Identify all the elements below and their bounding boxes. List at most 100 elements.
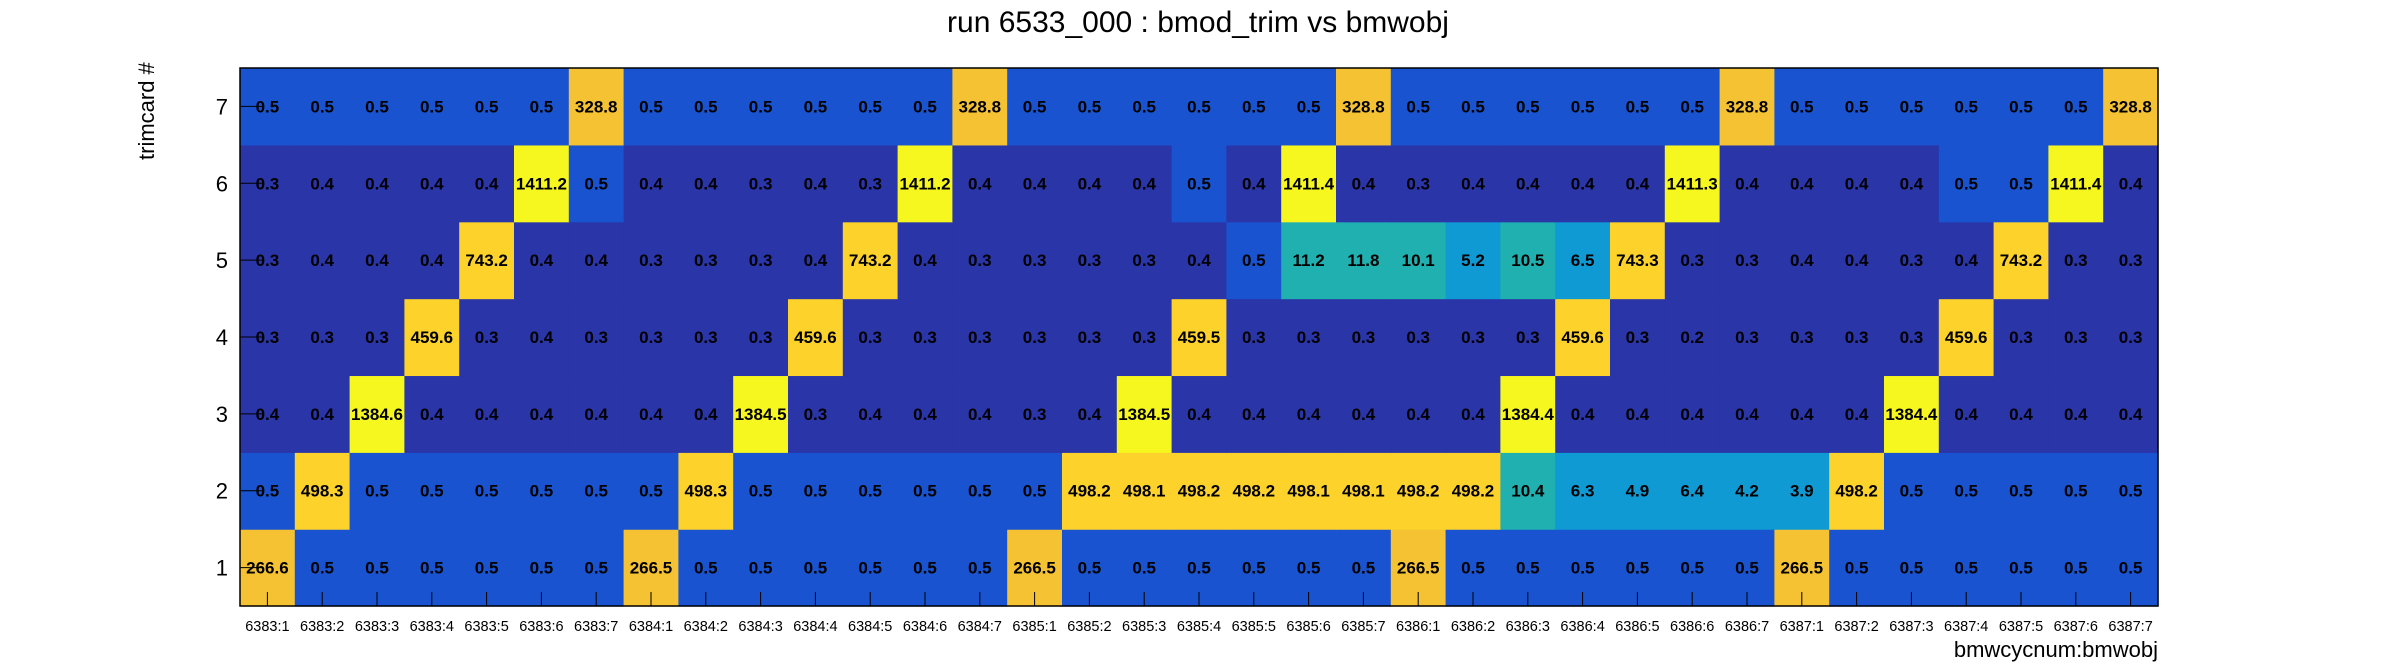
x-tick-label: 6383:1 bbox=[245, 619, 289, 635]
heatmap-cell bbox=[733, 144, 789, 223]
cell-value-label: 459.6 bbox=[411, 328, 454, 347]
cell-value-label: 0.5 bbox=[475, 482, 499, 501]
cell-value-label: 0.4 bbox=[1187, 251, 1211, 270]
cell-value-label: 0.3 bbox=[256, 174, 280, 193]
heatmap-cell bbox=[733, 68, 789, 146]
heatmap-cell bbox=[459, 452, 515, 530]
cell-value-label: 0.5 bbox=[749, 97, 773, 116]
cell-value-label: 0.3 bbox=[749, 328, 773, 347]
cell-value-label: 0.5 bbox=[968, 559, 992, 578]
heatmap-cell bbox=[2103, 452, 2159, 530]
cell-value-label: 0.4 bbox=[1078, 405, 1102, 424]
heatmap-cell bbox=[404, 298, 460, 377]
cell-value-label: 0.2 bbox=[1680, 328, 1704, 347]
cell-value-label: 0.4 bbox=[1297, 405, 1321, 424]
heatmap-cell bbox=[1610, 221, 1666, 300]
heatmap-cell bbox=[1938, 452, 1995, 530]
heatmap-cell bbox=[1610, 298, 1666, 377]
cell-value-label: 459.5 bbox=[1178, 328, 1221, 347]
heatmap-cell bbox=[1336, 375, 1392, 453]
heatmap-cell bbox=[1774, 375, 1830, 453]
cell-value-label: 0.4 bbox=[1187, 405, 1211, 424]
heatmap-cell bbox=[1445, 221, 1501, 300]
heatmap-cell bbox=[1719, 221, 1775, 300]
heatmap-cell bbox=[294, 375, 351, 453]
cell-value-label: 0.5 bbox=[1078, 97, 1102, 116]
heatmap-cell bbox=[1226, 68, 1282, 146]
cell-value-label: 0.5 bbox=[2064, 482, 2088, 501]
cell-value-label: 0.5 bbox=[1132, 559, 1156, 578]
cell-value-label: 0.3 bbox=[1900, 251, 1924, 270]
cell-value-label: 0.3 bbox=[2009, 328, 2033, 347]
heatmap-cell bbox=[514, 375, 570, 453]
x-tick-label: 6385:2 bbox=[1067, 619, 1111, 635]
heatmap-cell bbox=[1774, 68, 1830, 146]
cell-value-label: 1384.4 bbox=[1502, 405, 1555, 424]
heatmap-cell bbox=[1062, 221, 1118, 300]
cell-value-label: 0.5 bbox=[858, 482, 882, 501]
x-tick-label: 6386:1 bbox=[1396, 619, 1440, 635]
cell-value-label: 0.5 bbox=[968, 482, 992, 501]
cell-value-label: 0.5 bbox=[310, 559, 334, 578]
x-tick-label: 6384:3 bbox=[738, 619, 782, 635]
heatmap-cell bbox=[788, 68, 844, 146]
cell-value-label: 0.5 bbox=[1187, 559, 1211, 578]
heatmap-cell bbox=[1938, 144, 1995, 223]
cell-value-label: 0.5 bbox=[1790, 97, 1814, 116]
heatmap-cell bbox=[1171, 452, 1227, 530]
cell-value-label: 0.4 bbox=[530, 405, 554, 424]
heatmap-cell bbox=[1884, 375, 1940, 453]
cell-value-label: 0.3 bbox=[1023, 328, 1047, 347]
heatmap-cell bbox=[1281, 298, 1337, 377]
cell-value-label: 498.1 bbox=[1287, 482, 1330, 501]
x-tick-label: 6386:5 bbox=[1615, 619, 1659, 635]
cell-value-label: 0.5 bbox=[2119, 559, 2143, 578]
cell-value-label: 0.4 bbox=[310, 405, 334, 424]
cell-value-label: 328.8 bbox=[1726, 97, 1769, 116]
cell-value-label: 11.2 bbox=[1293, 251, 1325, 270]
heatmap-cell bbox=[568, 375, 625, 453]
heatmap-cell bbox=[1500, 452, 1556, 530]
cell-value-label: 0.5 bbox=[1626, 97, 1650, 116]
heatmap-cell bbox=[733, 221, 789, 300]
cell-value-label: 0.4 bbox=[584, 251, 608, 270]
heatmap-cell bbox=[1993, 375, 2049, 453]
x-tick-label: 6383:3 bbox=[355, 619, 399, 635]
heatmap-cell bbox=[2103, 221, 2159, 300]
cell-value-label: 0.5 bbox=[639, 482, 663, 501]
heatmap-cell bbox=[1610, 68, 1666, 146]
heatmap-cell bbox=[1171, 298, 1227, 377]
x-tick-label: 6386:3 bbox=[1506, 619, 1550, 635]
cell-value-label: 0.5 bbox=[694, 97, 718, 116]
cell-value-label: 0.5 bbox=[1680, 97, 1704, 116]
heatmap-cell bbox=[459, 375, 515, 453]
heatmap-cell bbox=[1993, 144, 2049, 223]
cell-value-label: 459.6 bbox=[1945, 328, 1988, 347]
cell-value-label: 0.4 bbox=[365, 251, 389, 270]
x-tick-label: 6385:1 bbox=[1012, 619, 1056, 635]
heatmap-cell bbox=[1445, 452, 1501, 530]
heatmap-cell bbox=[294, 452, 351, 530]
y-tick-label: 3 bbox=[216, 402, 228, 427]
cell-value-label: 0.4 bbox=[1078, 174, 1102, 193]
cell-value-label: 6.5 bbox=[1571, 251, 1595, 270]
heatmap-cell bbox=[897, 68, 953, 146]
heatmap-cell bbox=[733, 375, 789, 453]
y-tick-label: 5 bbox=[216, 248, 228, 273]
heatmap-cell bbox=[1336, 452, 1392, 530]
heatmap-cell bbox=[788, 144, 844, 223]
cell-value-label: 0.5 bbox=[1297, 559, 1321, 578]
cell-value-label: 0.5 bbox=[256, 97, 280, 116]
cell-value-label: 0.4 bbox=[1845, 251, 1869, 270]
cell-value-label: 1411.2 bbox=[516, 174, 567, 193]
x-tick-label: 6385:4 bbox=[1177, 619, 1221, 635]
heatmap-cell bbox=[1390, 68, 1447, 146]
heatmap-cell-labels: 266.6 0.5 0.5 0.5 0.5 0.5 0.5 266.5 0.5 0.5 0.5 0.5… bbox=[246, 97, 2152, 577]
cell-value-label: 0.4 bbox=[2119, 174, 2143, 193]
cell-value-label: 0.3 bbox=[310, 328, 334, 347]
cell-value-label: 0.4 bbox=[1626, 174, 1650, 193]
cell-value-label: 0.5 bbox=[749, 482, 773, 501]
cell-value-label: 0.3 bbox=[1406, 174, 1430, 193]
heatmap-cell bbox=[1390, 298, 1447, 377]
cell-value-label: 0.5 bbox=[913, 482, 937, 501]
